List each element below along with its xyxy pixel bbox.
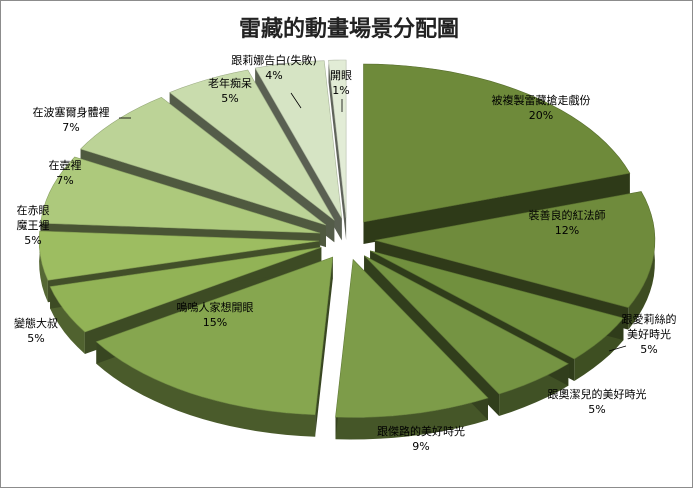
slice-label: 被複製雷藏搶走戲份 20%: [492, 93, 591, 122]
pie-slice-top: [374, 191, 656, 308]
slice-label: 在赤眼魔王裡 5%: [17, 204, 50, 247]
pie-slice-top: [80, 96, 327, 226]
pie-slice-top: [254, 60, 343, 219]
pie-slice-top: [40, 156, 321, 234]
pie-slice: [95, 256, 334, 437]
slice-label: 跟傑路的美好時光 9%: [377, 424, 465, 453]
pie-slice: [49, 247, 322, 355]
slice-label: 跟奧潔兒的美好時光 5%: [548, 387, 647, 416]
pie-slice-side: [96, 341, 316, 437]
pie-slice-wall: [328, 60, 347, 241]
pie-slice-top: [363, 63, 631, 223]
slice-label: 跟愛莉絲的美好時光 5%: [622, 312, 677, 356]
leader-line: [608, 345, 627, 352]
slice-label: 開眼 1%: [330, 69, 352, 97]
pie-slice-top: [49, 247, 322, 333]
pie-slice-side: [499, 363, 569, 416]
slice-label: 嗚嗚人家想開眼 15%: [177, 300, 254, 329]
pie-slice-top: [38, 230, 320, 281]
slice-label: 在波塞爾身體裡 7%: [33, 105, 110, 134]
slice-label: 跟莉娜告白(失敗) 4%: [231, 53, 317, 82]
pie-slice: [254, 60, 343, 241]
slice-label: 變態大叔 5%: [14, 316, 58, 345]
pie-slice-top: [95, 256, 334, 416]
pie-slice-top: [370, 250, 625, 360]
slice-label: 在壺裡 7%: [49, 158, 82, 187]
pie-slice: [335, 258, 489, 440]
pie-slice-top: [169, 69, 335, 221]
pie-slice-side: [39, 231, 48, 303]
pie-slice: [363, 63, 631, 245]
slice-label: 裝善良的紅法師 12%: [529, 208, 606, 237]
leader-line: [290, 92, 302, 109]
pie-slice-wall: [363, 173, 630, 245]
chart-title: 雷藏的動畫場景分配圖: [239, 16, 459, 42]
pie-slice-wall: [315, 257, 333, 437]
pie-slice-side: [335, 398, 488, 440]
slice-label: 老年痴呆 5%: [208, 76, 252, 105]
pie-slice-top: [335, 258, 489, 418]
pie-slices: [38, 59, 656, 440]
slice-labels: 被複製雷藏搶走戲份 20% 裝善良的紅法師 12% 跟愛莉絲的美好時光 5% 跟奧潔兒的美好…: [14, 53, 677, 453]
pie-slice-top: [363, 255, 569, 395]
